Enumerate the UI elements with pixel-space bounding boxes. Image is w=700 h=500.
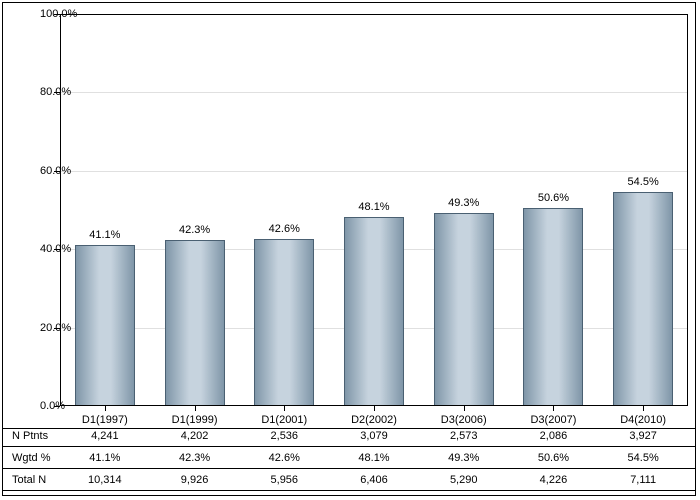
x-tick xyxy=(464,406,465,411)
x-category-label: D3(2006) xyxy=(441,414,487,426)
x-category-label: D1(2001) xyxy=(261,414,307,426)
y-tick-label: 0.0% xyxy=(40,400,50,412)
table-cell: 41.1% xyxy=(89,452,120,464)
table-cell: 4,226 xyxy=(540,474,568,486)
table-cell: 10,314 xyxy=(88,474,122,486)
bar-value-label: 54.5% xyxy=(628,176,659,188)
y-tick-label: 80.0% xyxy=(40,86,50,98)
y-tick xyxy=(54,249,60,250)
table-cell: 9,926 xyxy=(181,474,209,486)
bar-value-label: 41.1% xyxy=(89,229,120,241)
table-cell: 48.1% xyxy=(358,452,389,464)
table-row-label: N Ptnts xyxy=(12,430,48,442)
bar-value-label: 50.6% xyxy=(538,192,569,204)
x-tick xyxy=(643,406,644,411)
table-cell: 5,956 xyxy=(271,474,299,486)
x-tick xyxy=(553,406,554,411)
table-row-label: Wgtd % xyxy=(12,452,51,464)
table-separator xyxy=(2,428,696,429)
x-tick xyxy=(105,406,106,411)
y-tick xyxy=(54,14,60,15)
table-row-label: Total N xyxy=(12,474,46,486)
y-tick-label: 100.0% xyxy=(40,8,50,20)
table-separator xyxy=(2,490,696,491)
table-cell: 6,406 xyxy=(360,474,388,486)
table-separator xyxy=(2,446,696,447)
x-category-label: D2(2002) xyxy=(351,414,397,426)
table-cell: 50.6% xyxy=(538,452,569,464)
y-tick-label: 60.0% xyxy=(40,165,50,177)
y-tick-label: 40.0% xyxy=(40,243,50,255)
y-tick xyxy=(54,171,60,172)
table-cell: 3,927 xyxy=(629,430,657,442)
table-separator xyxy=(2,468,696,469)
table-cell: 4,241 xyxy=(91,430,119,442)
table-cell: 54.5% xyxy=(628,452,659,464)
y-tick xyxy=(54,406,60,407)
y-tick-label: 20.0% xyxy=(40,322,50,334)
x-tick xyxy=(374,406,375,411)
table-cell: 4,202 xyxy=(181,430,209,442)
table-cell: 2,536 xyxy=(271,430,299,442)
bar-value-label: 48.1% xyxy=(358,201,389,213)
table-cell: 49.3% xyxy=(448,452,479,464)
bar-value-label: 42.3% xyxy=(179,224,210,236)
table-cell: 7,111 xyxy=(630,474,656,486)
table-cell: 2,086 xyxy=(540,430,568,442)
y-tick xyxy=(54,92,60,93)
table-cell: 42.3% xyxy=(179,452,210,464)
table-cell: 2,573 xyxy=(450,430,478,442)
bar-value-label: 42.6% xyxy=(269,223,300,235)
table-cell: 3,079 xyxy=(360,430,388,442)
table-cell: 5,290 xyxy=(450,474,478,486)
x-tick xyxy=(195,406,196,411)
x-category-label: D3(2007) xyxy=(530,414,576,426)
x-category-label: D1(1997) xyxy=(82,414,128,426)
table-cell: 42.6% xyxy=(269,452,300,464)
y-tick xyxy=(54,328,60,329)
x-category-label: D4(2010) xyxy=(620,414,666,426)
bar-value-label: 49.3% xyxy=(448,197,479,209)
x-category-label: D1(1999) xyxy=(172,414,218,426)
x-tick xyxy=(284,406,285,411)
